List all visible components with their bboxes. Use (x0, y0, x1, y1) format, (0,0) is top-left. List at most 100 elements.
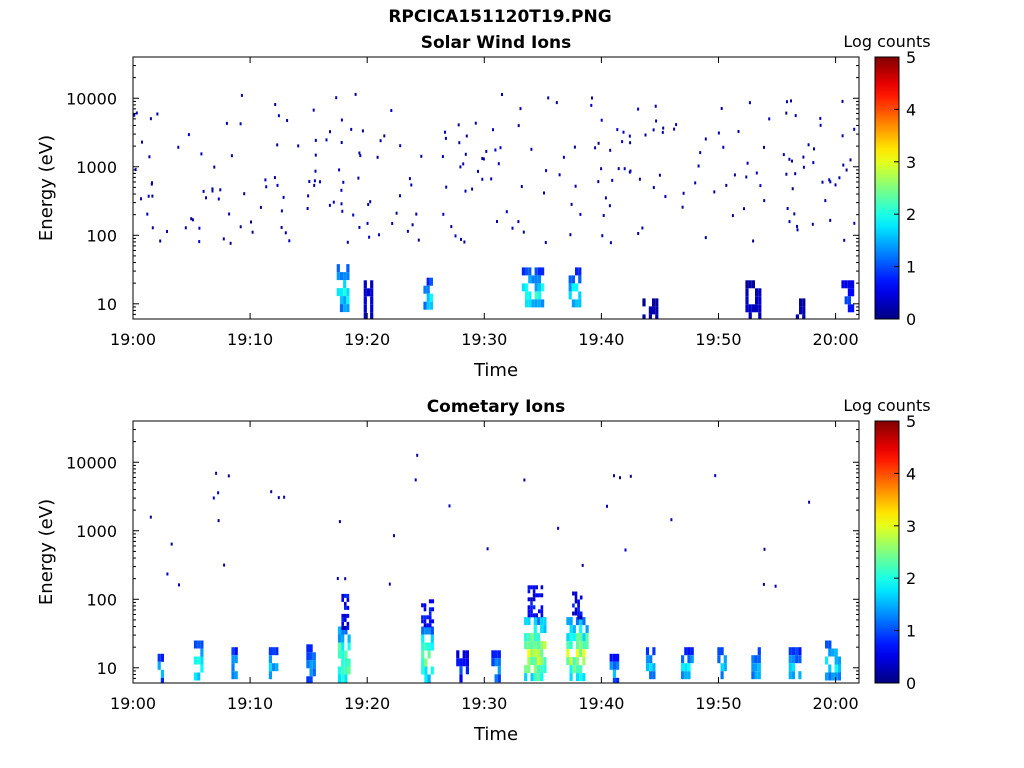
cluster-cell (649, 663, 653, 672)
cluster-cell (566, 657, 570, 666)
cluster-cell (828, 648, 832, 657)
cluster-cell (525, 283, 529, 292)
background-count (834, 183, 837, 187)
background-count (481, 157, 484, 160)
cluster-cell (828, 664, 832, 673)
cluster-cell (231, 663, 235, 672)
background-count (842, 163, 845, 167)
x-tick-label: 19:00 (110, 330, 156, 349)
background-count (340, 118, 343, 122)
cluster-cell (465, 658, 469, 667)
plume-cell (426, 623, 429, 628)
plume-cell (431, 619, 435, 624)
cluster-cell (582, 641, 586, 650)
background-count (149, 515, 152, 519)
plume-cell (421, 619, 424, 624)
cluster-cell (491, 658, 495, 667)
y-tick-label: 10 (97, 295, 117, 314)
background-count (391, 222, 394, 225)
cluster-cell (343, 272, 347, 281)
cluster-cell (568, 275, 572, 284)
background-count (390, 109, 393, 112)
cluster-cell (828, 672, 832, 681)
cluster-cell (231, 671, 235, 680)
background-count (274, 103, 277, 106)
plume-cell (428, 615, 432, 620)
cluster-cell (275, 663, 279, 672)
cluster-cell (427, 674, 431, 683)
cluster-cell (530, 673, 534, 682)
cluster-cell (193, 656, 198, 665)
background-count (641, 226, 644, 230)
cluster-cell (456, 658, 460, 667)
cluster-cell (569, 673, 573, 682)
cluster-cell (802, 298, 806, 307)
cluster-cell (717, 655, 721, 664)
background-count (637, 232, 640, 235)
background-count (555, 101, 558, 105)
cluster-cell (543, 641, 547, 650)
colorbar (874, 56, 900, 320)
cluster-cell (465, 650, 469, 659)
background-count (219, 188, 222, 192)
plume-cell (428, 619, 432, 624)
background-count (273, 176, 276, 180)
background-count (694, 181, 697, 185)
background-count (399, 144, 402, 148)
x-tick-label: 20:00 (813, 694, 859, 713)
background-count (522, 230, 525, 234)
cluster-cell (370, 288, 374, 297)
background-count (376, 155, 379, 159)
plume-cell (341, 621, 344, 626)
cluster-cell (609, 661, 613, 670)
background-count (581, 563, 584, 567)
background-count (135, 111, 138, 115)
cluster-cell (655, 306, 659, 315)
cluster-cell (528, 275, 532, 284)
background-count (652, 186, 655, 189)
background-count (557, 526, 560, 530)
cluster-cell (757, 671, 761, 680)
cluster-cell (757, 655, 761, 664)
background-count (474, 121, 477, 125)
x-axis-label: Time (473, 724, 518, 745)
cluster-cell (275, 647, 279, 656)
background-count (361, 129, 364, 133)
cluster-cell (429, 301, 433, 310)
cluster-cell (648, 306, 652, 315)
cluster-cell (426, 301, 430, 310)
cluster-cell (566, 649, 570, 658)
cluster-cell (160, 653, 164, 662)
cluster-cell (528, 291, 532, 300)
background-count (590, 103, 593, 107)
background-count (151, 181, 153, 185)
chart-panel-1: 19:00 19:10 19:20 19:30 19:40 19:50 20:0010100… (36, 32, 931, 381)
background-count (312, 108, 315, 112)
background-count (325, 138, 328, 142)
cluster-cell (197, 672, 201, 681)
cluster-cell (341, 658, 345, 667)
cluster-cell (533, 641, 537, 650)
background-count (399, 194, 401, 198)
cluster-cell (788, 647, 792, 656)
background-count (395, 211, 398, 215)
background-count (496, 220, 498, 223)
plume-cell (344, 613, 347, 618)
background-count (748, 101, 751, 105)
cluster-cell (540, 625, 544, 634)
background-count (616, 128, 619, 132)
cluster-cell (459, 666, 463, 675)
cluster-cell (569, 665, 573, 674)
y-tick-label: 10000 (66, 453, 117, 472)
cluster-cell (575, 641, 580, 650)
cluster-cell (754, 655, 758, 664)
cluster-cell (569, 633, 573, 642)
cluster-cell (424, 666, 428, 675)
y-tick-label: 10000 (66, 89, 117, 108)
background-count (745, 175, 748, 179)
cluster-cell (579, 633, 583, 642)
background-count (146, 212, 149, 216)
cluster-cell (751, 663, 755, 672)
background-count (328, 203, 331, 207)
cluster-cell (497, 674, 501, 683)
